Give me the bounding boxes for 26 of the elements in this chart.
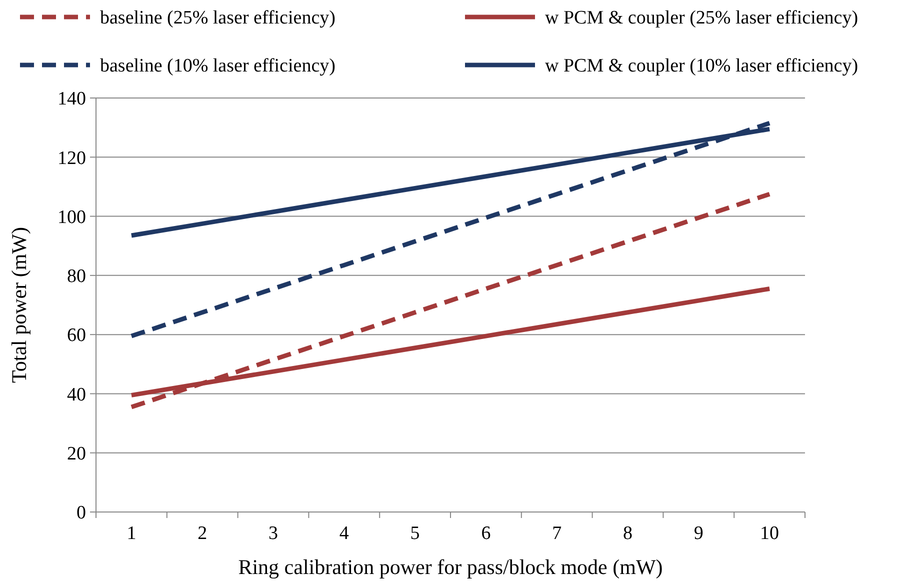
x-tick-label: 8 <box>623 523 632 544</box>
x-tick-label: 5 <box>410 523 420 544</box>
x-tick-label: 10 <box>760 523 780 544</box>
line-series <box>129 120 772 338</box>
legend-label: baseline (10% laser efficiency) <box>100 56 336 77</box>
x-tick-label: 7 <box>552 523 562 544</box>
y-tick-label: 40 <box>67 384 86 406</box>
legend-label: w PCM & coupler (25% laser efficiency) <box>545 8 858 29</box>
y-tick-label: 60 <box>67 325 86 346</box>
line-series <box>129 192 772 410</box>
y-axis-title: Total power (mW) <box>7 227 31 383</box>
legend-label: w PCM & coupler (10% laser efficiency) <box>545 56 858 77</box>
x-tick-label: 6 <box>481 523 491 544</box>
y-tick-label: 0 <box>76 502 86 524</box>
x-axis-title: Ring calibration power for pass/block mode (mW) <box>238 555 663 579</box>
x-tick-label: 3 <box>268 523 278 544</box>
y-tick-label: 140 <box>58 88 86 110</box>
y-tick-label: 120 <box>58 148 86 169</box>
x-tick-label: 1 <box>126 523 136 544</box>
y-tick-label: 20 <box>67 444 86 465</box>
x-tick-label: 9 <box>694 523 704 544</box>
y-tick-label: 100 <box>58 206 86 228</box>
legend-label: baseline (25% laser efficiency) <box>100 8 336 29</box>
x-tick-label: 4 <box>339 523 350 544</box>
x-tick-label: 2 <box>198 523 208 544</box>
y-tick-label: 80 <box>67 266 86 288</box>
